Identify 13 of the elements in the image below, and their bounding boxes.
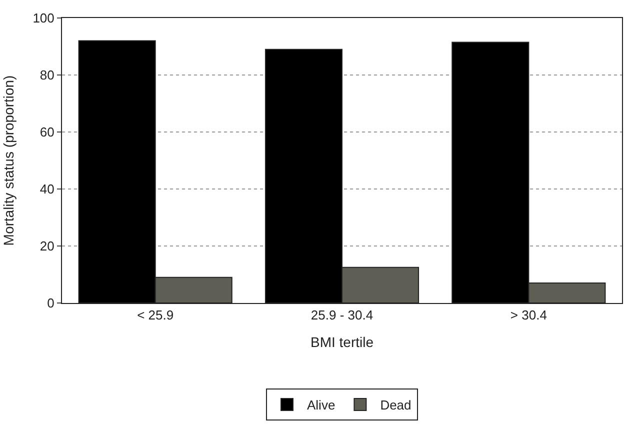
y-tick-label: 40 xyxy=(40,182,54,197)
y-tick-label: 20 xyxy=(40,238,54,254)
y-tick-label: 100 xyxy=(32,10,54,26)
x-axis-title: BMI tertile xyxy=(310,334,374,350)
y-tick-label: 60 xyxy=(40,124,54,140)
x-tick-label: 25.9 - 30.4 xyxy=(310,308,374,323)
x-tick-label: > 30.4 xyxy=(510,308,547,323)
legend-label: Dead xyxy=(380,398,412,413)
y-tick-label: 0 xyxy=(47,296,54,311)
y-axis-title: Mortality status (proportion) xyxy=(0,75,16,246)
y-tick-label: 80 xyxy=(40,68,54,83)
legend-label: Alive xyxy=(307,398,336,413)
x-tick-label: < 25.9 xyxy=(137,308,174,323)
